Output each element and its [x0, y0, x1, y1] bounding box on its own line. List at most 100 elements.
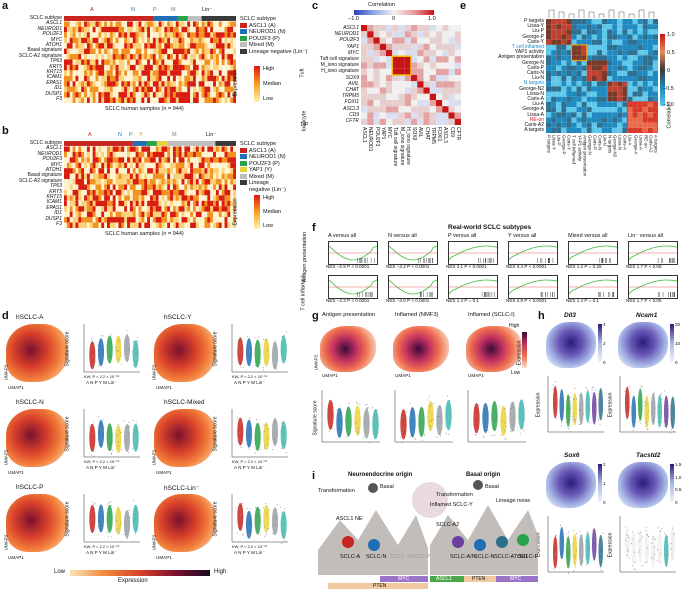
heat-cell [193, 189, 197, 196]
corr-cell [361, 106, 368, 113]
corr-cell [652, 24, 658, 30]
heat-cell [167, 179, 171, 185]
heat-cell [144, 168, 148, 174]
subtype-bar [153, 16, 178, 21]
col-label: YAP1 [379, 127, 386, 140]
heat-cell [181, 189, 185, 196]
heat-cell [129, 54, 133, 60]
violin-shape [245, 510, 253, 539]
heat-cell [198, 173, 202, 180]
heat-cell [64, 184, 68, 190]
colorbar-h [670, 464, 674, 502]
heat-cell [86, 21, 90, 27]
heat-cell [104, 151, 108, 158]
heat-cell [215, 32, 219, 38]
heat-cell [193, 75, 197, 82]
heat-cell [230, 54, 234, 60]
heat-cell [121, 75, 125, 82]
panel-c: Correlation −1.0 0 1.0 ASCL1 NEUROD1 POU… [300, 0, 461, 220]
heat-cell [152, 222, 156, 228]
corr-cell [642, 91, 648, 97]
heat-cell [101, 162, 105, 169]
corr-cell [617, 86, 623, 92]
violin-shape [624, 386, 630, 420]
corr-cell [571, 86, 577, 92]
stat-label: KW, P < 2.2 × 10⁻¹⁶ [232, 544, 268, 549]
heat-cell [109, 92, 113, 98]
corr-cell [448, 31, 455, 38]
corr-cell [551, 122, 557, 128]
corr-cell [612, 81, 618, 87]
heat-cell [112, 189, 116, 196]
corr-cell [448, 87, 455, 94]
heat-cell [64, 157, 68, 163]
corr-cell [622, 117, 628, 123]
violin-shape [670, 527, 676, 560]
heat-cell [178, 97, 182, 103]
heat-cell [158, 206, 162, 212]
heat-cell [213, 70, 217, 76]
heat-cell [172, 189, 176, 196]
heat-cell [184, 43, 188, 49]
corr-cell [652, 34, 658, 40]
corr-cell [379, 118, 386, 125]
corr-cell [607, 39, 613, 45]
corr-cell [627, 70, 633, 76]
corr-cell [642, 101, 648, 108]
row-label: Lissa-A [527, 111, 544, 118]
corr-cell [423, 50, 430, 57]
colorbar-title-c: Correlation [368, 2, 395, 8]
heat-cell [170, 200, 174, 207]
heat-cell [78, 195, 82, 201]
heat-cell [201, 211, 205, 218]
violin-shape [336, 407, 343, 438]
heat-cell [86, 146, 90, 152]
corr-cell [566, 55, 572, 61]
heat-cell [141, 184, 145, 190]
heat-cell [107, 206, 111, 212]
corr-cell [652, 81, 658, 87]
heat-cell [190, 48, 194, 55]
group-label-n: N [118, 132, 122, 138]
heat-cell [213, 211, 217, 218]
corr-cell [591, 96, 597, 102]
stat-label: KW, P < 2.2 × 10⁻¹⁶ [84, 374, 120, 379]
corr-cell [423, 106, 430, 113]
violin-plot [231, 494, 288, 544]
heat-cell [81, 21, 85, 27]
heat-cell [92, 97, 96, 103]
heat-cell [75, 211, 79, 218]
heat-cell [144, 157, 148, 163]
heat-cell [144, 32, 148, 38]
heat-cell [115, 70, 119, 76]
x-categories: A N P Y M Lin⁻ [86, 465, 117, 470]
heat-cell [181, 97, 185, 103]
heat-cell [227, 75, 231, 82]
corr-cell [448, 81, 455, 88]
corr-cell [627, 112, 633, 118]
heat-cell [135, 21, 139, 27]
corr-cell [576, 19, 582, 25]
corr-cell [561, 122, 567, 128]
heat-cell [178, 92, 182, 98]
heat-cell [89, 157, 93, 163]
corr-cell [361, 81, 368, 88]
heat-cell [213, 179, 217, 185]
heat-cell [129, 70, 133, 76]
corr-cell [596, 112, 602, 118]
heat-cell [230, 97, 234, 103]
heat-cell [144, 75, 148, 82]
heat-cell [195, 97, 199, 103]
heat-cell [221, 21, 225, 27]
corr-cell [632, 19, 638, 25]
violin-shape [89, 341, 96, 370]
corr-cell [448, 43, 455, 50]
violin-shape [237, 337, 244, 366]
corr-cell [423, 81, 430, 88]
scale-tick: 0 [603, 360, 606, 365]
corr-cell [448, 25, 455, 32]
heat-cell [167, 86, 171, 93]
heat-cell [167, 206, 171, 212]
heat-cell [184, 189, 188, 196]
heat-cell [84, 200, 88, 207]
